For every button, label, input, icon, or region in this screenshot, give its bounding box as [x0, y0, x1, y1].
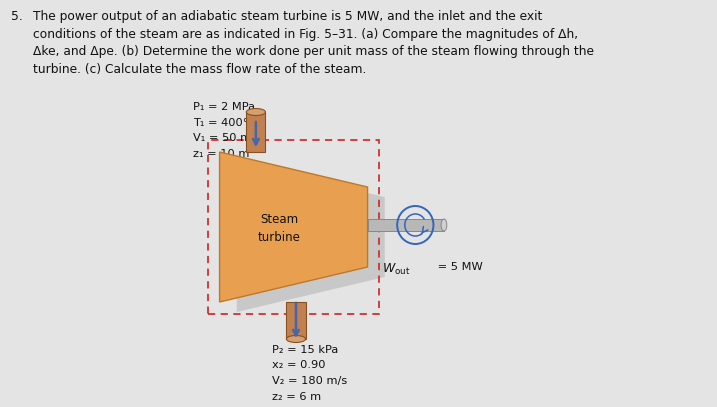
Text: x₂ = 0.90: x₂ = 0.90 — [272, 361, 326, 370]
Text: 5.: 5. — [11, 10, 23, 23]
Polygon shape — [368, 219, 444, 231]
Ellipse shape — [441, 219, 447, 231]
Text: turbine: turbine — [258, 230, 300, 243]
Polygon shape — [247, 112, 265, 152]
Text: P₂ = 15 kPa: P₂ = 15 kPa — [272, 345, 338, 355]
Text: The power output of an adiabatic steam turbine is 5 MW, and the inlet and the ex: The power output of an adiabatic steam t… — [34, 10, 594, 76]
Text: $W_{\mathrm{out}}$: $W_{\mathrm{out}}$ — [382, 262, 410, 277]
Text: V₁ = 50 m/s: V₁ = 50 m/s — [193, 133, 261, 143]
Text: V₂ = 180 m/s: V₂ = 180 m/s — [272, 376, 347, 386]
Text: = 5 MW: = 5 MW — [435, 262, 483, 272]
Polygon shape — [286, 302, 305, 339]
Polygon shape — [219, 152, 368, 302]
Polygon shape — [237, 162, 385, 312]
Text: T₁ = 400°C: T₁ = 400°C — [193, 118, 256, 127]
Text: z₁ = 10 m: z₁ = 10 m — [193, 149, 250, 158]
Text: z₂ = 6 m: z₂ = 6 m — [272, 392, 321, 401]
Text: Steam: Steam — [260, 212, 298, 225]
Ellipse shape — [286, 335, 305, 343]
Ellipse shape — [247, 109, 265, 116]
Text: P₁ = 2 MPa: P₁ = 2 MPa — [193, 102, 255, 112]
